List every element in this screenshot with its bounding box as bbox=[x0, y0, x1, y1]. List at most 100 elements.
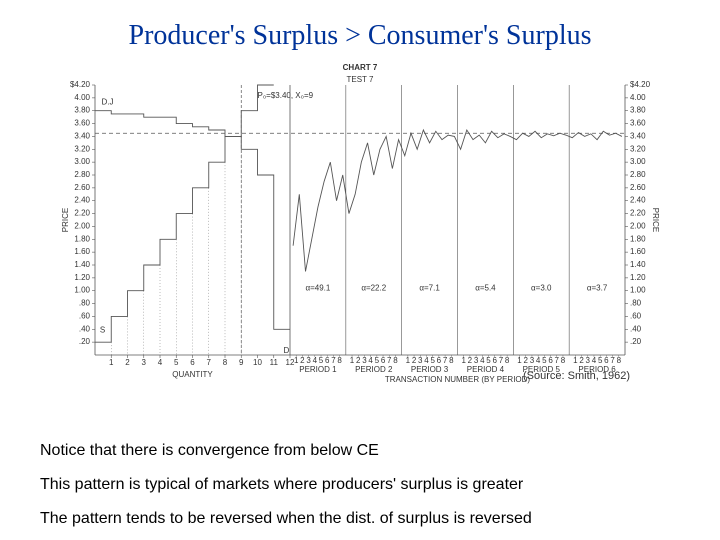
svg-text:3.40: 3.40 bbox=[630, 131, 646, 140]
svg-text:α=7.1: α=7.1 bbox=[419, 284, 440, 293]
svg-text:2.20: 2.20 bbox=[630, 209, 646, 218]
svg-text:2.80: 2.80 bbox=[630, 170, 646, 179]
svg-text:6: 6 bbox=[325, 356, 330, 365]
svg-text:.20: .20 bbox=[79, 337, 91, 346]
svg-text:4: 4 bbox=[368, 356, 373, 365]
svg-text:3: 3 bbox=[306, 356, 311, 365]
svg-text:3.00: 3.00 bbox=[630, 157, 646, 166]
svg-text:α=3.0: α=3.0 bbox=[531, 284, 552, 293]
svg-text:11: 11 bbox=[270, 358, 279, 367]
svg-text:PERIOD 2: PERIOD 2 bbox=[355, 365, 393, 374]
svg-text:1: 1 bbox=[573, 356, 578, 365]
svg-text:1: 1 bbox=[294, 356, 299, 365]
svg-text:3.60: 3.60 bbox=[74, 119, 90, 128]
svg-text:3.00: 3.00 bbox=[74, 157, 90, 166]
svg-text:α=22.2: α=22.2 bbox=[361, 284, 386, 293]
svg-text:2.20: 2.20 bbox=[74, 209, 90, 218]
source-citation: (Source: Smith, 1962) bbox=[523, 370, 630, 382]
svg-text:α=49.1: α=49.1 bbox=[305, 284, 330, 293]
svg-text:1.60: 1.60 bbox=[74, 247, 90, 256]
svg-text:α=3.7: α=3.7 bbox=[587, 284, 608, 293]
svg-text:3: 3 bbox=[586, 356, 591, 365]
svg-text:.20: .20 bbox=[630, 337, 642, 346]
svg-text:2.60: 2.60 bbox=[74, 183, 90, 192]
svg-text:6: 6 bbox=[604, 356, 609, 365]
svg-text:2: 2 bbox=[125, 358, 130, 367]
svg-text:4: 4 bbox=[424, 356, 429, 365]
svg-text:1.40: 1.40 bbox=[630, 260, 646, 269]
svg-text:5: 5 bbox=[375, 356, 380, 365]
svg-text:2.60: 2.60 bbox=[630, 183, 646, 192]
svg-text:1.20: 1.20 bbox=[74, 273, 90, 282]
svg-text:TEST 7: TEST 7 bbox=[347, 75, 375, 84]
svg-text:CHART 7: CHART 7 bbox=[343, 63, 378, 72]
svg-text:9: 9 bbox=[239, 358, 244, 367]
svg-text:D.J: D.J bbox=[102, 97, 114, 106]
svg-text:8: 8 bbox=[337, 356, 342, 365]
svg-text:3: 3 bbox=[418, 356, 423, 365]
svg-text:2: 2 bbox=[412, 356, 417, 365]
svg-text:1: 1 bbox=[406, 356, 411, 365]
svg-text:4.00: 4.00 bbox=[630, 93, 646, 102]
body-line-2: This pattern is typical of markets where… bbox=[40, 476, 523, 494]
svg-text:3: 3 bbox=[530, 356, 535, 365]
svg-text:3.60: 3.60 bbox=[630, 119, 646, 128]
svg-text:.60: .60 bbox=[630, 311, 642, 320]
svg-text:4: 4 bbox=[480, 356, 485, 365]
svg-text:2: 2 bbox=[524, 356, 529, 365]
svg-text:2.40: 2.40 bbox=[630, 196, 646, 205]
slide-title: Producer's Surplus > Consumer's Surplus bbox=[0, 20, 720, 52]
svg-text:8: 8 bbox=[505, 356, 510, 365]
svg-text:$4.20: $4.20 bbox=[630, 80, 651, 89]
svg-text:3.20: 3.20 bbox=[630, 144, 646, 153]
svg-text:4: 4 bbox=[313, 356, 318, 365]
svg-text:PERIOD 3: PERIOD 3 bbox=[411, 365, 449, 374]
svg-text:2: 2 bbox=[356, 356, 361, 365]
svg-text:8: 8 bbox=[561, 356, 566, 365]
svg-text:3: 3 bbox=[362, 356, 367, 365]
svg-text:1.80: 1.80 bbox=[74, 234, 90, 243]
svg-text:7: 7 bbox=[331, 356, 336, 365]
svg-text:3.80: 3.80 bbox=[74, 106, 90, 115]
svg-text:1: 1 bbox=[109, 358, 114, 367]
svg-text:5: 5 bbox=[598, 356, 603, 365]
svg-text:7: 7 bbox=[555, 356, 560, 365]
chart-container: CHART 7TEST 7$4.204.003.803.603.403.203.… bbox=[60, 60, 660, 390]
svg-text:1.40: 1.40 bbox=[74, 260, 90, 269]
svg-text:5: 5 bbox=[174, 358, 179, 367]
svg-text:3.20: 3.20 bbox=[74, 144, 90, 153]
svg-text:8: 8 bbox=[393, 356, 398, 365]
svg-text:8: 8 bbox=[223, 358, 228, 367]
svg-text:α=5.4: α=5.4 bbox=[475, 284, 496, 293]
body-line-1: Notice that there is convergence from be… bbox=[40, 442, 379, 460]
svg-text:5: 5 bbox=[486, 356, 491, 365]
svg-text:QUANTITY: QUANTITY bbox=[172, 370, 213, 379]
svg-text:$4.20: $4.20 bbox=[70, 80, 91, 89]
svg-text:1: 1 bbox=[517, 356, 522, 365]
svg-text:7: 7 bbox=[499, 356, 504, 365]
svg-text:.60: .60 bbox=[79, 311, 91, 320]
svg-text:7: 7 bbox=[610, 356, 615, 365]
svg-text:P₀=$3.40, X₀=9: P₀=$3.40, X₀=9 bbox=[258, 91, 314, 100]
svg-text:PERIOD 4: PERIOD 4 bbox=[467, 365, 505, 374]
svg-text:PERIOD 1: PERIOD 1 bbox=[299, 365, 337, 374]
svg-text:S: S bbox=[100, 326, 105, 335]
svg-text:1.00: 1.00 bbox=[630, 286, 646, 295]
svg-text:6: 6 bbox=[437, 356, 442, 365]
svg-text:2: 2 bbox=[468, 356, 473, 365]
chart-svg: CHART 7TEST 7$4.204.003.803.603.403.203.… bbox=[60, 60, 660, 390]
svg-text:1.80: 1.80 bbox=[630, 234, 646, 243]
svg-text:3: 3 bbox=[474, 356, 479, 365]
svg-text:7: 7 bbox=[207, 358, 212, 367]
svg-text:6: 6 bbox=[190, 358, 195, 367]
svg-text:7: 7 bbox=[387, 356, 392, 365]
svg-text:4: 4 bbox=[536, 356, 541, 365]
svg-text:3.40: 3.40 bbox=[74, 131, 90, 140]
svg-text:6: 6 bbox=[548, 356, 553, 365]
svg-text:7: 7 bbox=[443, 356, 448, 365]
svg-text:2.80: 2.80 bbox=[74, 170, 90, 179]
svg-text:8: 8 bbox=[617, 356, 622, 365]
svg-text:2.00: 2.00 bbox=[630, 221, 646, 230]
svg-text:1.20: 1.20 bbox=[630, 273, 646, 282]
svg-text:4: 4 bbox=[158, 358, 163, 367]
